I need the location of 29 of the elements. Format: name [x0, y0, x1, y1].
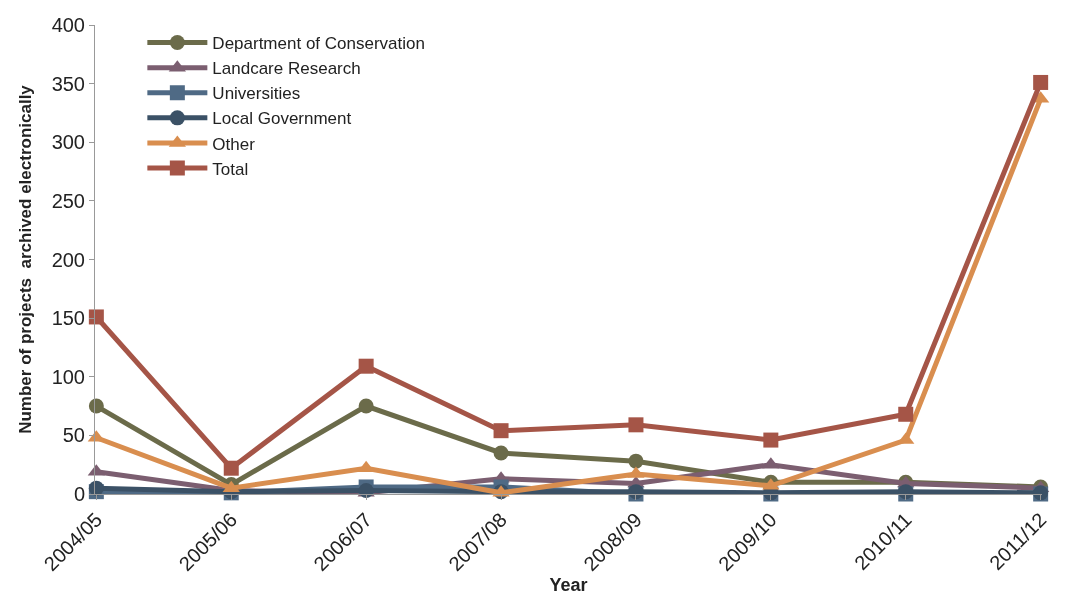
y-tick-label: 150 [51, 307, 85, 330]
point [88, 398, 104, 414]
point [358, 398, 374, 414]
point [628, 417, 644, 433]
legend-label: Department of Conservation [212, 34, 425, 54]
y-tick-label: 0 [73, 483, 85, 505]
legend-label: Total [212, 159, 249, 179]
point [223, 460, 239, 476]
point [628, 453, 644, 469]
point [358, 358, 374, 374]
point [88, 309, 104, 325]
y-tick-label: 400 [51, 14, 85, 36]
legend-label: Universities [212, 84, 301, 104]
x-axis-title: Year [549, 575, 588, 596]
y-tick-label: 50 [62, 424, 85, 447]
y-tick-label: 100 [51, 365, 85, 388]
y-tick-label: 200 [51, 248, 85, 271]
y-tick-label: 350 [51, 72, 85, 95]
y-tick-label: 300 [51, 131, 85, 154]
point [763, 432, 779, 448]
point [493, 445, 509, 461]
y-axis-title: Number of projects archived electronically [16, 84, 36, 434]
y-tick-label: 250 [51, 189, 85, 212]
point [1033, 74, 1049, 90]
point [493, 423, 509, 439]
legend-label: Local Government [212, 109, 352, 129]
point [898, 406, 914, 422]
legend-label: Other [212, 134, 256, 154]
legend-label: Landcare Research [212, 59, 361, 79]
